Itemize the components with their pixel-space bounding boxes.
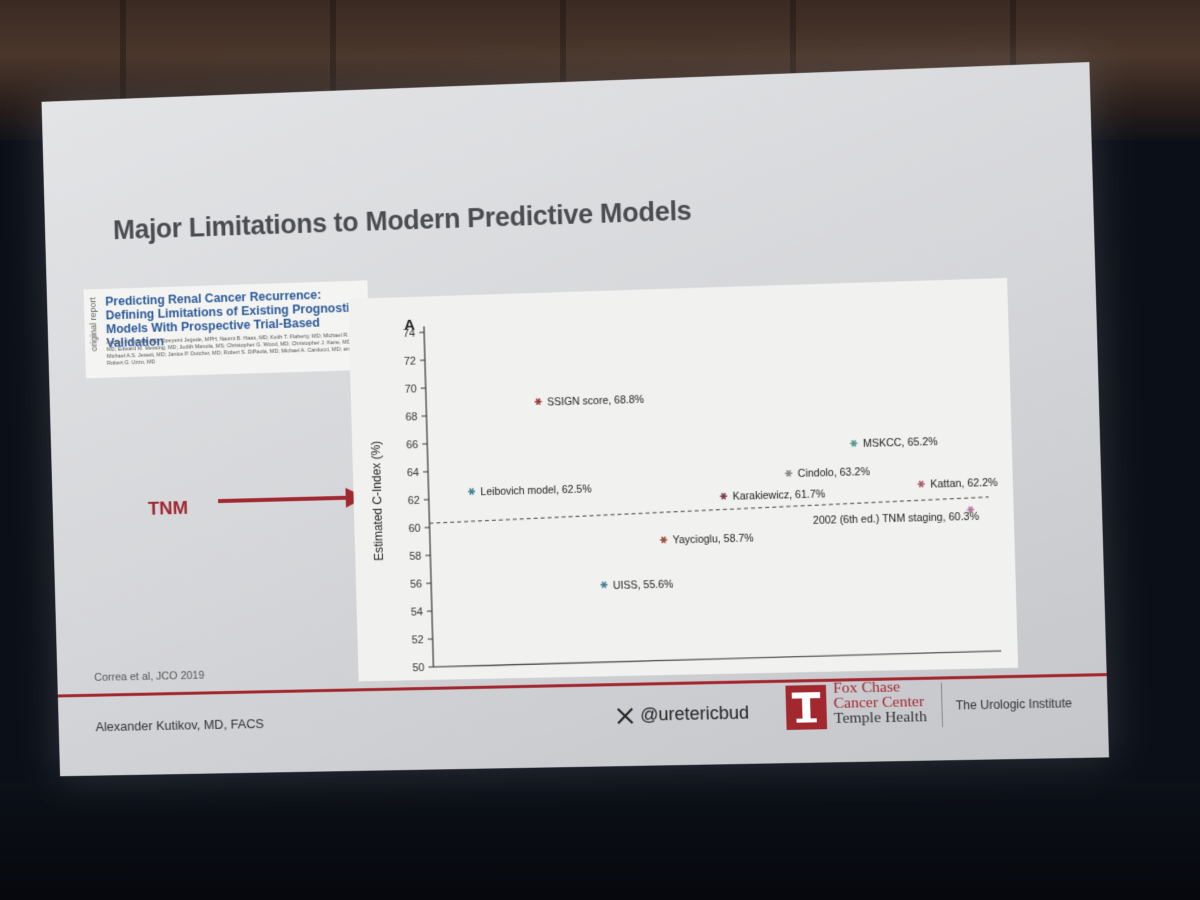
y-tick-label: 74	[403, 328, 415, 340]
data-point	[660, 537, 667, 543]
y-tick-label: 64	[407, 467, 419, 479]
org-name: Fox Chase Cancer Center Temple Health	[833, 679, 927, 726]
org-line-3: Temple Health	[834, 709, 927, 726]
data-point	[850, 440, 857, 446]
ceiling-beam	[120, 0, 126, 110]
paper-header: original report Predicting Renal Cancer …	[84, 280, 370, 378]
handle-text: @uretericbud	[640, 703, 750, 726]
y-tick-label: 70	[405, 383, 417, 395]
tnm-arrow-icon	[218, 482, 366, 516]
y-tick-label: 58	[409, 551, 421, 563]
paper-side-label: original report	[88, 297, 99, 352]
tnm-label: TNM	[148, 498, 189, 521]
y-tick-label: 56	[410, 578, 422, 590]
y-tick-label: 68	[405, 411, 417, 423]
data-point	[600, 582, 607, 588]
institute-name: The Urologic Institute	[956, 696, 1073, 712]
tnm-reference-label: 2002 (6th ed.) TNM staging, 60.3%	[813, 511, 979, 526]
y-axis-label: Estimated C-Index (%)	[369, 441, 386, 561]
y-tick-label: 66	[406, 439, 418, 451]
data-point	[720, 493, 727, 499]
data-point	[468, 488, 475, 494]
data-point	[785, 470, 792, 476]
footer-separator	[941, 683, 943, 727]
y-tick-label: 54	[411, 606, 423, 618]
y-axis-line	[424, 326, 433, 667]
chart-panel: A 50 52 54 56 58 60 62 64 66 68 70 72 74 Estimated C-…	[348, 278, 1018, 681]
x-logo-icon	[616, 706, 635, 724]
social-handle: @uretericbud	[616, 703, 750, 727]
temple-t-logo-icon	[785, 685, 827, 730]
y-tick-label: 62	[408, 495, 420, 507]
footer-author: Alexander Kutikov, MD, FACS	[95, 716, 264, 734]
citation: Correa et al, JCO 2019	[94, 670, 205, 684]
y-tick-label: 72	[404, 355, 416, 367]
data-point-label: SSIGN score, 68.8%	[547, 395, 644, 409]
data-point	[918, 481, 925, 487]
data-point	[535, 398, 542, 404]
data-point-label: Kattan, 62.2%	[930, 478, 998, 491]
data-point-label: Yaycioglu, 58.7%	[673, 534, 754, 547]
data-point-label: UISS, 55.6%	[613, 579, 674, 592]
projection-screen: Major Limitations to Modern Predictive M…	[42, 62, 1110, 776]
data-point-label: Karakiewicz, 61.7%	[733, 489, 826, 503]
y-tick-label: 60	[408, 523, 420, 535]
y-tick-label: 52	[412, 634, 424, 646]
y-tick-label: 50	[412, 662, 424, 674]
data-point-label: Cindolo, 63.2%	[798, 467, 870, 480]
slide-title: Major Limitations to Modern Predictive M…	[113, 196, 692, 247]
room-floor	[0, 780, 1200, 900]
c-index-scatter-chart: 50 52 54 56 58 60 62 64 66 68 70 72 74 Estimated C-In…	[348, 278, 1018, 681]
data-point-label: Leibovich model, 62.5%	[480, 484, 591, 498]
x-axis-line	[433, 651, 1001, 667]
data-point-label: MSKCC, 65.2%	[863, 437, 938, 450]
